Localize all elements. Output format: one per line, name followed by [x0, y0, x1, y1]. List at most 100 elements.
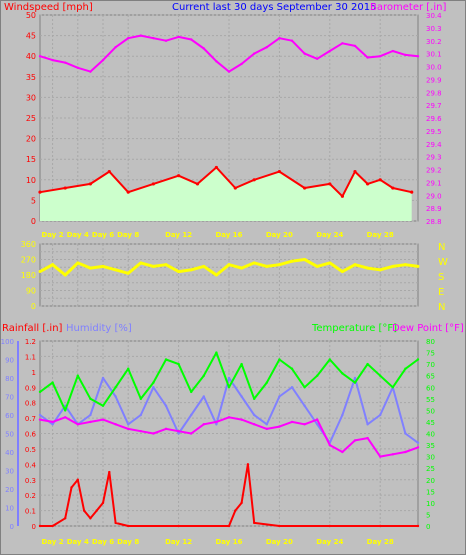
- bot-y-tick-rain: 1.1: [25, 353, 36, 361]
- humidity-point: [341, 413, 344, 417]
- dewpoint-point: [202, 423, 205, 426]
- wind-direction-point: [378, 268, 382, 272]
- mid-y-tick: 0: [31, 302, 36, 311]
- top-y-tick-left: 5: [31, 196, 36, 205]
- top-y-tick-left: 25: [26, 114, 36, 123]
- rainfall-point: [51, 524, 54, 528]
- windspeed-point: [195, 182, 200, 186]
- humidity-point: [379, 413, 382, 417]
- rain-humidity-temp-chart: 010203040506070809010000.10.20.30.40.50.…: [1, 323, 464, 546]
- bot-ylabel-rain: Rainfall [.in]: [2, 323, 63, 334]
- top-y-tick-right: 30.1: [426, 51, 442, 59]
- windspeed-line: [39, 166, 412, 198]
- dewpoint-point: [303, 423, 306, 426]
- windspeed-point: [38, 190, 42, 194]
- rainfall-point: [379, 524, 382, 528]
- humidity-point: [265, 423, 268, 426]
- top-y-tick-right: 29.3: [426, 154, 442, 162]
- barometer-point: [202, 47, 205, 50]
- dewpoint-point: [404, 450, 407, 454]
- top-y-tick-right: 30.3: [426, 25, 442, 33]
- wind-direction-point: [63, 273, 67, 277]
- bot-x-tick: Day 24: [316, 538, 343, 546]
- wind-direction-point: [252, 261, 256, 265]
- windspeed-point: [328, 182, 332, 186]
- dewpoint-point: [38, 418, 42, 421]
- humidity-point: [215, 423, 218, 426]
- barometer-point: [253, 52, 256, 55]
- dewpoint-point: [240, 418, 243, 421]
- dewpoint-point: [391, 453, 394, 456]
- humidity-point: [152, 386, 155, 389]
- temperature-point: [328, 358, 331, 361]
- bot-y-tick-temp: 65: [426, 373, 435, 381]
- temperature-point: [240, 362, 243, 366]
- bot-y-tick-humidity: 100: [1, 338, 14, 346]
- bot-x-tick: Day 20: [266, 538, 293, 546]
- bot-y-tick-rain: 0.2: [25, 492, 36, 500]
- windspeed-point: [378, 178, 382, 182]
- dewpoint-point: [316, 418, 319, 421]
- wind-direction-point: [126, 271, 130, 275]
- top-y-tick-left: 20: [26, 135, 36, 144]
- top-y-tick-right: 29.7: [426, 102, 442, 110]
- bot-y-tick-temp: 10: [426, 500, 435, 508]
- top-y-tick-left: 15: [26, 155, 36, 164]
- temperature-point: [152, 381, 155, 384]
- rainfall-point: [95, 509, 98, 512]
- top-title: Current last 30 days September 30 2015: [172, 2, 376, 13]
- bot-y-tick-temp: 35: [426, 442, 435, 450]
- bot-y-tick-rain: 0.5: [25, 446, 36, 454]
- humidity-point: [101, 376, 105, 380]
- dewpoint-point: [63, 416, 67, 419]
- dewpoint-point: [164, 427, 168, 431]
- top-x-tick: Day 28: [367, 231, 394, 239]
- humidity-point: [127, 423, 130, 426]
- windspeed-point: [366, 182, 370, 186]
- dewpoint-point: [190, 432, 193, 435]
- top-y-tick-left: 35: [26, 73, 36, 82]
- humidity-point: [139, 413, 142, 417]
- bot-y-tick-temp: 75: [426, 350, 435, 358]
- top-y-tick-left: 45: [26, 32, 36, 41]
- wind-direction-point: [416, 264, 420, 268]
- barometer-point: [38, 55, 42, 58]
- wind-direction-point: [114, 268, 118, 272]
- dewpoint-point: [114, 423, 117, 426]
- temperature-point: [51, 381, 54, 384]
- rainfall-point: [234, 509, 237, 512]
- barometer-point: [278, 36, 281, 40]
- top-y-tick-right: 30.2: [426, 38, 442, 46]
- rainfall-point: [38, 524, 42, 528]
- humidity-point: [416, 441, 420, 444]
- barometer-point: [139, 34, 142, 37]
- top-x-tick: Day 16: [215, 231, 242, 239]
- humidity-point: [253, 413, 256, 417]
- bot-y-tick-temp: 0: [426, 523, 430, 531]
- top-y-tick-right: 29.0: [426, 192, 442, 200]
- mid-y-tick: 90: [26, 287, 36, 296]
- dewpoint-point: [379, 455, 382, 458]
- temperature-point: [101, 404, 105, 407]
- bot-y-tick-temp: 45: [426, 419, 435, 427]
- temperature-point: [127, 367, 130, 370]
- windspeed-point: [252, 178, 256, 182]
- top-y-tick-right: 30.4: [426, 12, 442, 20]
- temperature-point: [89, 397, 92, 401]
- bot-y-tick-rain: 0.8: [25, 400, 36, 408]
- barometer-point: [215, 60, 218, 63]
- top-x-tick: Day 24: [316, 231, 343, 239]
- bot-y-tick-temp: 40: [426, 431, 435, 439]
- dewpoint-point: [51, 420, 54, 424]
- windspeed-point: [126, 190, 130, 194]
- barometer-point: [76, 66, 80, 69]
- temperature-point: [290, 367, 294, 370]
- temperature-point: [303, 386, 306, 389]
- wind-direction-point: [76, 261, 80, 265]
- humidity-point: [404, 432, 407, 435]
- top-y-tick-right: 29.9: [426, 76, 442, 84]
- rainfall-point: [328, 524, 331, 528]
- temperature-point: [316, 374, 319, 377]
- rainfall-point: [253, 521, 256, 525]
- temperature-point: [38, 390, 42, 394]
